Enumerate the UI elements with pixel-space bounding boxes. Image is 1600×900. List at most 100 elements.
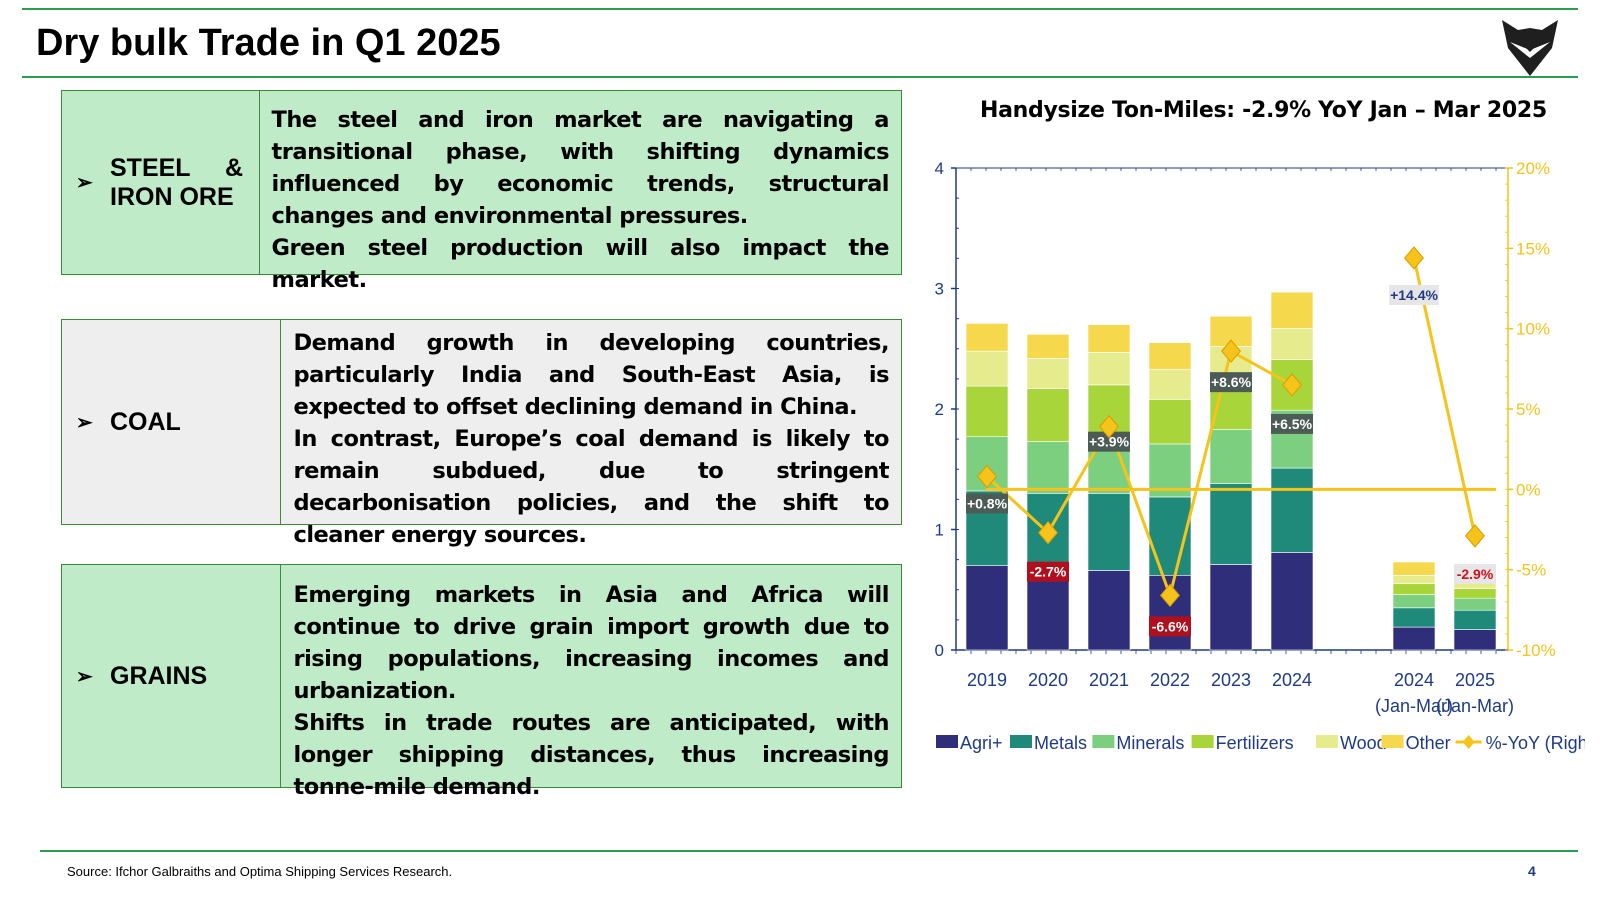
yoy-label-bg [1088, 431, 1130, 452]
y-tick-label: 0 [935, 641, 944, 660]
y2-tick-label: 15% [1516, 239, 1550, 258]
bullet-arrow-icon: ➢ [76, 665, 93, 688]
bar-segment-metals [1209, 483, 1253, 565]
bar-segment-other [965, 323, 1009, 352]
legend-swatch [1191, 735, 1214, 748]
bar-segment-agri [1087, 570, 1131, 651]
bar-segment-fertilizers [965, 385, 1009, 438]
ton-miles-chart: 0 1 2 3 4 -10% -5% 0% 5% 10% 15% 20% +0.8% -2.7% +3.9%… [935, 159, 1585, 753]
bar-segment-wood [1392, 574, 1436, 585]
y2-tick-label: 5% [1516, 400, 1541, 419]
bar-segment-agri [1026, 571, 1070, 651]
yoy-label-bg [1149, 616, 1191, 637]
x-tick-label: 2022 [1150, 670, 1190, 690]
yoy-label-bg [966, 493, 1008, 514]
bar-segment-wood [1148, 368, 1192, 400]
section-text-coal-p1: Demand growth in developing countries, p… [293, 330, 889, 420]
x-tick-label: 2024 [1272, 670, 1312, 690]
coal-label-text: COAL [110, 407, 181, 436]
bar-segment-agri [1392, 626, 1436, 651]
bar-segment-agri [1270, 552, 1314, 651]
x-tick-label: 2020 [1028, 670, 1068, 690]
legend-swatch [1316, 735, 1338, 748]
legend-label: Agri+ [960, 733, 1003, 753]
bar-segment-wood [1270, 327, 1314, 360]
steel-label-line1: STEEL & [110, 154, 250, 183]
bar-segment-metals [1392, 607, 1436, 628]
chart-title: Handysize Ton-Miles: -2.9% YoY Jan – Mar… [980, 98, 1547, 123]
section-text-coal: Demand growth in developing countries, p… [281, 320, 901, 548]
page-title: Dry bulk Trade in Q1 2025 [36, 22, 501, 64]
section-text-steel: The steel and iron market are navigating… [260, 91, 901, 293]
yoy-data-label: +14.4% [1390, 287, 1438, 303]
bar-segment-agri [1453, 629, 1497, 651]
legend-swatch [1010, 735, 1032, 748]
yoy-data-label: -2.7% [1030, 564, 1067, 580]
bullet-arrow-icon: ➢ [76, 411, 93, 434]
x-tick-label: 2024 [1394, 670, 1434, 690]
yoy-data-label: -6.6% [1152, 618, 1189, 634]
x-tick-label: 2023 [1211, 670, 1251, 690]
x-tick-label: 2025 [1455, 670, 1495, 690]
section-label-grains: ➢ GRAINS [62, 565, 282, 787]
legend-swatch [1092, 735, 1115, 748]
yoy-marker [1281, 373, 1303, 397]
steel-label-text1: STEEL & [110, 153, 244, 182]
bar-segment-other [1087, 324, 1131, 353]
y-tick-label: 4 [935, 159, 944, 178]
top-rule [22, 8, 1578, 10]
legend-diamond-icon [1462, 735, 1475, 749]
y2-tick-label: -5% [1516, 561, 1546, 580]
y-tick-label: 2 [935, 400, 944, 419]
yoy-label-bg [1389, 284, 1439, 305]
bar-segment-wood [1087, 352, 1131, 386]
bar-segment-fertilizers [1392, 583, 1436, 595]
bar-segment-other [1026, 333, 1070, 359]
legend-label: Fertilizers [1216, 733, 1294, 753]
legend-swatch [1381, 735, 1404, 748]
legend-swatch [936, 735, 958, 748]
y2-tick-label: 0% [1516, 480, 1541, 499]
bar-segment-other [1148, 342, 1192, 370]
bar-segment-minerals [1209, 429, 1253, 485]
y-tick-label: 1 [935, 521, 944, 540]
yoy-marker [976, 464, 998, 489]
title-rule [22, 76, 1578, 78]
bar-segment-minerals [1392, 594, 1436, 609]
section-text-grains-p1: Emerging markets in Asia and Africa will… [293, 582, 889, 704]
yoy-marker [1037, 520, 1059, 545]
yoy-marker [1403, 246, 1425, 270]
bar-segment-fertilizers [1148, 399, 1192, 445]
x-tick-label: (Jan-Mar) [1436, 696, 1514, 716]
section-text-grains-p2: Shifts in trade routes are anticipated, … [293, 710, 889, 800]
bar-segment-other [1270, 291, 1314, 329]
yoy-marker [1220, 339, 1242, 363]
bar-segment-fertilizers [1026, 388, 1070, 442]
legend-label: Other [1406, 733, 1451, 753]
y-tick-label: 3 [935, 280, 944, 299]
yoy-data-label: +6.5% [1272, 416, 1313, 432]
bar-segment-metals [1453, 609, 1497, 630]
yoy-marker [1098, 414, 1120, 439]
source-note: Source: Ifchor Galbraiths and Optima Shi… [67, 864, 453, 879]
x-tick-label: 2019 [967, 670, 1007, 690]
bar-segment-agri [965, 565, 1009, 651]
yoy-data-label: +0.8% [967, 495, 1008, 511]
y2-tick-label: 10% [1516, 320, 1550, 339]
legend-label: Minerals [1116, 733, 1184, 753]
section-text-steel-p2: Green steel production will also impact … [271, 235, 890, 293]
yoy-data-label: +3.9% [1089, 434, 1130, 450]
bar-segment-minerals [1026, 441, 1070, 494]
bar-segment-wood [1026, 358, 1070, 389]
x-tick-label: (Jan-Mar) [1375, 696, 1453, 716]
fox-head-logo-icon [1502, 20, 1558, 76]
yoy-label-bg [1027, 561, 1069, 582]
section-text-grains: Emerging markets in Asia and Africa will… [281, 565, 901, 800]
section-text-coal-p2: In contrast, Europe’s coal demand is lik… [293, 426, 889, 548]
bar-segment-metals [1087, 493, 1131, 571]
footer-rule [40, 850, 1578, 852]
y2-tick-label: 20% [1516, 159, 1550, 178]
x-tick-label: 2021 [1089, 670, 1129, 690]
section-grains: ➢ GRAINS Emerging markets in Asia and Af… [61, 564, 902, 800]
legend-label: %-YoY (Right Axis) [1486, 733, 1585, 753]
